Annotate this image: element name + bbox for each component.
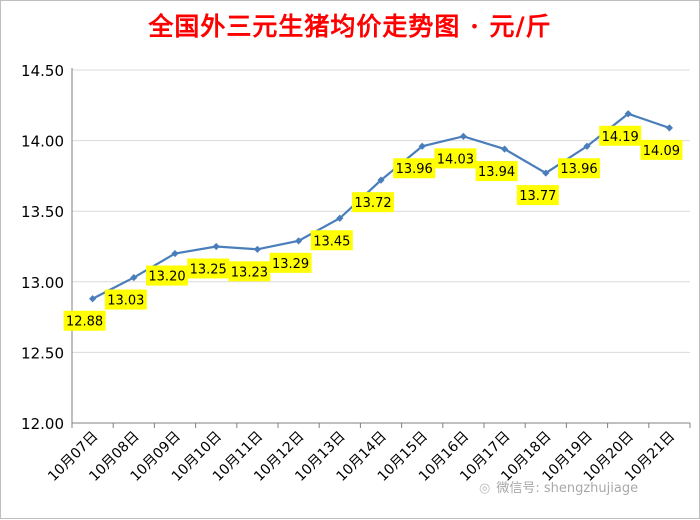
data-point: [624, 110, 632, 118]
y-tick-label: 13.50: [21, 203, 64, 221]
data-point: [130, 273, 138, 282]
data-point: [212, 242, 220, 251]
data-label: 13.94: [478, 165, 515, 180]
data-label-box: [393, 158, 436, 179]
data-point: [665, 124, 673, 132]
data-label-box: [352, 192, 394, 213]
data-label: 13.72: [354, 196, 391, 211]
data-label-box: [269, 252, 312, 273]
y-tick-label: 13.00: [21, 274, 64, 292]
data-label-box: [228, 261, 271, 282]
data-label-box: [310, 230, 353, 251]
data-label-box: [640, 139, 683, 160]
data-point: [459, 132, 467, 140]
y-tick-label: 14.50: [21, 62, 64, 80]
watermark-text: 微信号: shengzhujiage: [496, 481, 639, 496]
data-label: 13.96: [396, 162, 433, 177]
data-label-box: [63, 310, 106, 331]
data-label-box: [558, 158, 600, 179]
data-label: 13.96: [560, 162, 597, 177]
data-point: [542, 169, 550, 177]
y-tick-label: 12.00: [21, 415, 64, 433]
data-label-box: [146, 265, 188, 286]
data-point: [583, 142, 591, 150]
data-label: 13.20: [148, 270, 185, 285]
data-point: [171, 249, 179, 258]
data-label-box: [434, 148, 477, 169]
y-tick-label: 12.50: [21, 344, 64, 362]
data-label: 14.03: [437, 152, 474, 167]
data-label-box: [187, 258, 230, 279]
y-tick-label: 14.00: [21, 133, 64, 151]
data-label-box: [475, 161, 518, 182]
data-point: [295, 237, 303, 245]
data-label: 13.45: [313, 234, 350, 249]
data-point: [336, 214, 344, 222]
data-label: 13.29: [272, 257, 309, 272]
data-label: 12.88: [66, 315, 103, 330]
data-label-box: [516, 185, 559, 206]
data-label: 13.25: [190, 263, 227, 278]
data-point: [253, 245, 261, 253]
data-point: [418, 142, 426, 150]
data-label-box: [104, 289, 147, 310]
data-label-box: [599, 125, 642, 146]
data-label: 14.19: [602, 130, 639, 145]
wechat-icon: ◎: [479, 481, 491, 496]
data-point: [501, 145, 509, 153]
chart-title: 全国外三元生猪均价走势图 · 元/斤: [148, 12, 552, 41]
data-label: 13.23: [231, 265, 268, 280]
data-point: [89, 295, 97, 303]
data-label: 13.03: [107, 294, 144, 309]
data-label: 14.09: [643, 144, 680, 159]
data-label: 13.77: [519, 189, 556, 204]
watermark: ◎ 微信号: shengzhujiage: [479, 477, 638, 496]
data-point: [377, 176, 385, 184]
